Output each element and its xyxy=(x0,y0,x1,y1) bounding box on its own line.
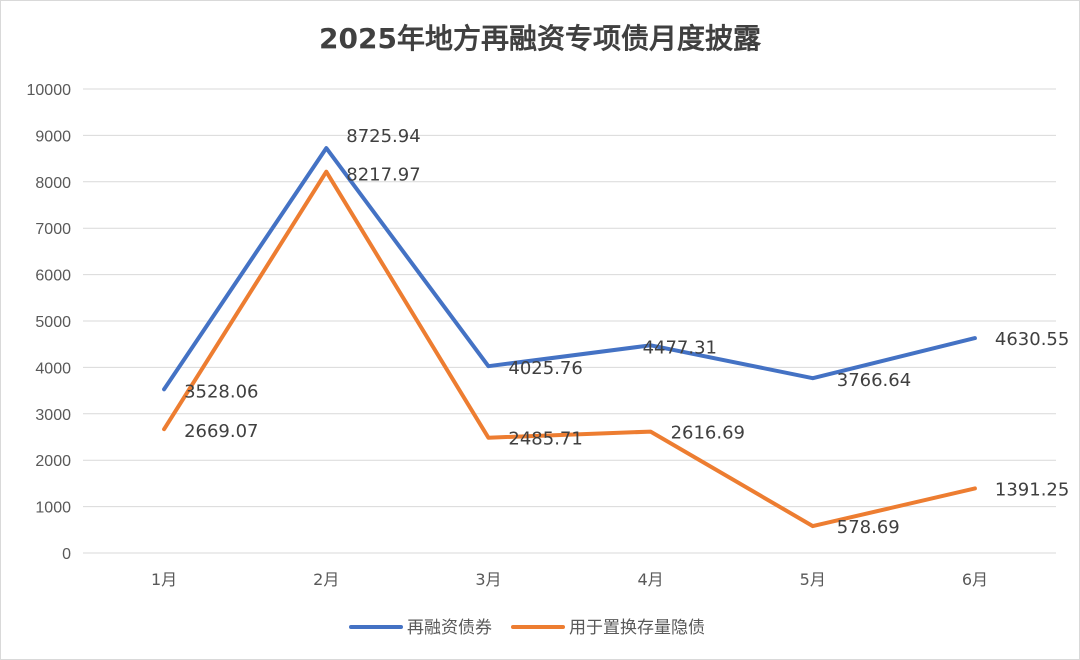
x-tick-label: 5月 xyxy=(800,570,826,589)
x-tick-label: 1月 xyxy=(151,570,177,589)
x-tick-label: 4月 xyxy=(637,570,663,589)
y-tick-label: 4000 xyxy=(35,360,71,377)
x-tick-label: 2月 xyxy=(313,570,339,589)
y-tick-label: 5000 xyxy=(35,314,71,331)
data-label: 2669.07 xyxy=(184,421,258,442)
y-tick-label: 3000 xyxy=(35,407,71,424)
legend-label-2: 用于置换存量隐债 xyxy=(569,618,705,638)
data-label: 1391.25 xyxy=(995,479,1069,500)
data-label: 8217.97 xyxy=(346,165,420,186)
series-line-1 xyxy=(162,146,977,392)
data-label: 4025.76 xyxy=(508,358,582,379)
series-line-2 xyxy=(162,169,977,529)
data-label: 4477.31 xyxy=(643,337,717,358)
data-label: 3528.06 xyxy=(184,381,258,402)
data-label: 2485.71 xyxy=(508,429,582,450)
y-tick-label: 8000 xyxy=(35,175,71,192)
data-label: 2616.69 xyxy=(671,423,745,444)
y-tick-label: 7000 xyxy=(35,221,71,238)
data-label: 3766.64 xyxy=(837,370,911,391)
y-tick-label: 0 xyxy=(62,546,71,563)
y-tick-label: 6000 xyxy=(35,268,71,285)
x-tick-label: 6月 xyxy=(962,570,988,589)
data-label: 578.69 xyxy=(837,517,900,538)
legend-label-1: 再融资债券 xyxy=(407,618,492,638)
y-tick-label: 10000 xyxy=(27,82,72,99)
chart-title: 2025年地方再融资专项债月度披露 xyxy=(319,22,761,55)
data-label: 4630.55 xyxy=(995,329,1069,350)
x-tick-label: 3月 xyxy=(475,570,501,589)
y-tick-label: 2000 xyxy=(35,453,71,470)
y-tick-label: 9000 xyxy=(35,128,71,145)
y-tick-label: 1000 xyxy=(35,500,71,517)
data-label: 8725.94 xyxy=(346,126,420,147)
